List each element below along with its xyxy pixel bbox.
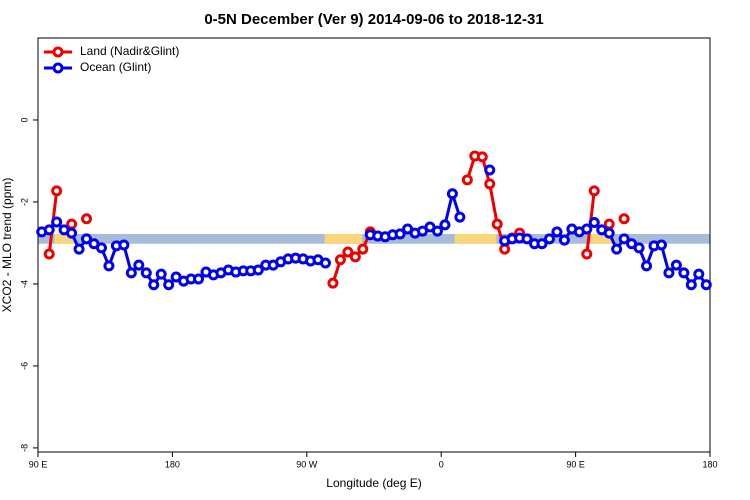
data-point — [81, 213, 93, 225]
data-point — [51, 185, 63, 197]
y-axis-label: XCO2 - MLO trend (ppm) — [0, 178, 14, 313]
plot-frame — [37, 37, 711, 453]
band-land — [54, 233, 76, 244]
data-point — [431, 225, 443, 237]
data-point — [193, 273, 205, 285]
data-point — [133, 259, 145, 271]
legend-marker — [52, 46, 64, 58]
data-point — [118, 239, 130, 251]
data-point — [461, 174, 473, 186]
data-point — [558, 234, 570, 246]
data-point — [95, 242, 107, 254]
data-point — [521, 233, 533, 245]
data-point — [611, 243, 623, 255]
data-point — [125, 267, 137, 279]
x-tick-label: 180 — [165, 459, 180, 469]
data-point — [700, 279, 712, 291]
y-tick-label: -6 — [19, 362, 29, 370]
data-point — [334, 254, 346, 266]
data-point — [446, 188, 458, 200]
data-point — [163, 279, 175, 291]
data-point — [349, 251, 361, 263]
x-tick-label: 180 — [702, 459, 717, 469]
data-point — [685, 279, 697, 291]
data-point — [484, 178, 496, 190]
data-point — [618, 213, 630, 225]
chart-title: 0-5N December (Ver 9) 2014-09-06 to 2018… — [204, 11, 543, 28]
y-tick-label: 0 — [19, 117, 29, 122]
y-tick-label: -4 — [19, 280, 29, 288]
data-point — [543, 233, 555, 245]
data-point — [678, 267, 690, 279]
data-point — [148, 279, 160, 291]
data-point — [603, 227, 615, 239]
data-point — [81, 233, 93, 245]
data-point — [670, 259, 682, 271]
data-point — [641, 260, 653, 272]
data-point — [603, 218, 615, 230]
data-point — [66, 227, 78, 239]
data-point — [693, 268, 705, 280]
y-tick-label: -8 — [19, 444, 29, 452]
y-tick-label: -2 — [19, 198, 29, 206]
data-point — [252, 264, 264, 276]
data-point — [51, 216, 63, 228]
data-point — [43, 224, 55, 236]
data-point — [633, 242, 645, 254]
data-point — [454, 211, 466, 223]
data-point — [66, 218, 78, 230]
data-point — [439, 219, 451, 231]
data-point — [357, 243, 369, 255]
x-axis-label: Longitude (deg E) — [326, 476, 421, 490]
data-point — [73, 243, 85, 255]
x-tick-label: 90 E — [29, 459, 48, 469]
data-point — [342, 246, 354, 258]
legend-label: Ocean (Glint) — [80, 60, 151, 74]
data-point — [618, 233, 630, 245]
data-point — [319, 257, 331, 269]
data-point — [581, 223, 593, 235]
data-point — [394, 228, 406, 240]
band-land — [590, 233, 613, 244]
data-point — [484, 164, 496, 176]
data-point — [140, 267, 152, 279]
data-point — [327, 277, 339, 289]
x-tick-label: 0 — [439, 459, 444, 469]
data-point — [551, 226, 563, 238]
x-tick-label: 90 W — [296, 459, 318, 469]
legend-label: Land (Nadir&Glint) — [80, 44, 179, 58]
data-point — [103, 260, 115, 272]
data-point — [655, 239, 667, 251]
band-land — [324, 233, 363, 244]
band-land — [454, 233, 497, 244]
data-point — [588, 185, 600, 197]
data-point — [663, 267, 675, 279]
data-point — [476, 151, 488, 163]
data-point — [155, 268, 167, 280]
legend-marker — [52, 62, 64, 74]
data-point — [43, 248, 55, 260]
data-point — [581, 248, 593, 260]
data-point — [588, 216, 600, 228]
x-tick-label: 90 E — [566, 459, 585, 469]
data-point — [491, 218, 503, 230]
data-point — [536, 238, 548, 250]
